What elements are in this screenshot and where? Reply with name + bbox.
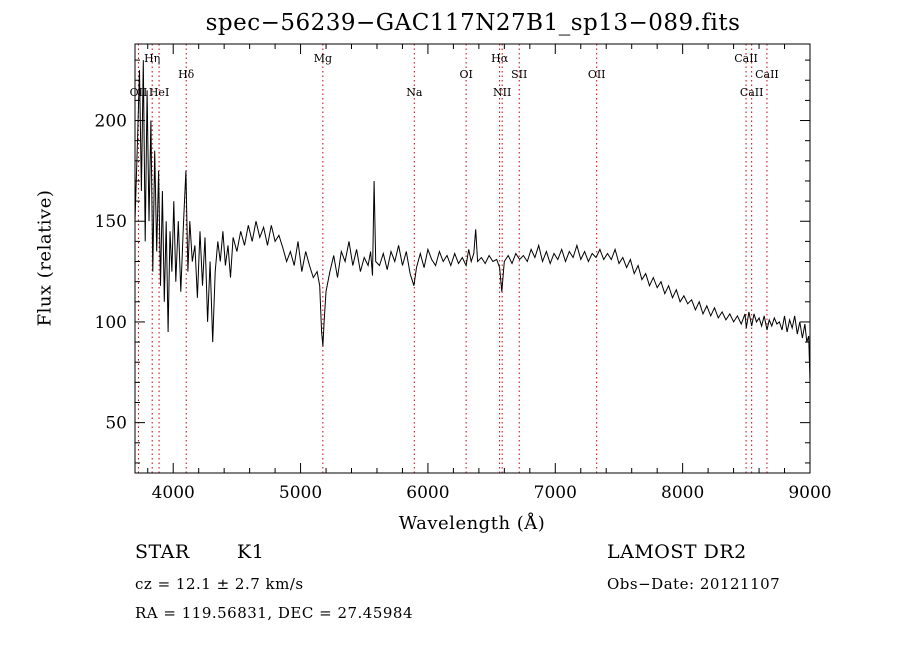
x-tick-label: 9000	[788, 483, 831, 503]
spectral-line-label: OII	[588, 68, 606, 81]
spectral-line-label: CaII	[755, 68, 779, 81]
spectral-line-label: SII	[511, 68, 527, 81]
obs-date: Obs−Date: 20121107	[607, 575, 781, 593]
spectral-line-label: HeI	[149, 86, 169, 99]
y-tick-label: 50	[105, 414, 127, 434]
chart-title: spec−56239−GAC117N27B1_sp13−089.fits	[205, 10, 741, 36]
y-axis-label: Flux (relative)	[34, 189, 56, 327]
y-tick-label: 200	[95, 112, 127, 132]
axis-tick-labels: 4000 5000 6000 7000 8000 9000 50 100 150 200	[95, 112, 832, 503]
spectral-line-label: Na	[406, 86, 423, 99]
spectral-line-label: Mg	[314, 52, 332, 65]
object-subclass: K1	[237, 541, 265, 563]
spectral-line-label: OI	[459, 68, 472, 81]
y-tick-label: 150	[95, 212, 127, 232]
survey-name: LAMOST DR2	[607, 541, 747, 563]
spectral-line-label: Hδ	[178, 68, 195, 81]
spectral-line-label: Hα	[491, 52, 509, 65]
x-tick-label: 5000	[279, 483, 322, 503]
x-tick-label: 6000	[406, 483, 449, 503]
x-tick-label: 7000	[534, 483, 577, 503]
spectrum-line	[134, 60, 811, 383]
x-tick-label: 4000	[152, 483, 195, 503]
object-class: STAR	[135, 541, 190, 563]
spectral-line-label: CaII	[740, 86, 764, 99]
ra-dec: RA = 119.56831, DEC = 27.45984	[135, 604, 414, 622]
spectral-line-label: Hη	[144, 52, 160, 65]
x-tick-label: 8000	[661, 483, 704, 503]
redshift-cz: cz = 12.1 ± 2.7 km/s	[135, 575, 304, 593]
y-tick-label: 100	[95, 313, 127, 333]
x-axis-label: Wavelength (Å)	[398, 513, 546, 534]
axis-ticks	[135, 44, 811, 473]
plot-frame	[134, 43, 811, 474]
spectral-line-label: CaII	[734, 52, 758, 65]
spectral-line-label: NII	[493, 86, 511, 99]
